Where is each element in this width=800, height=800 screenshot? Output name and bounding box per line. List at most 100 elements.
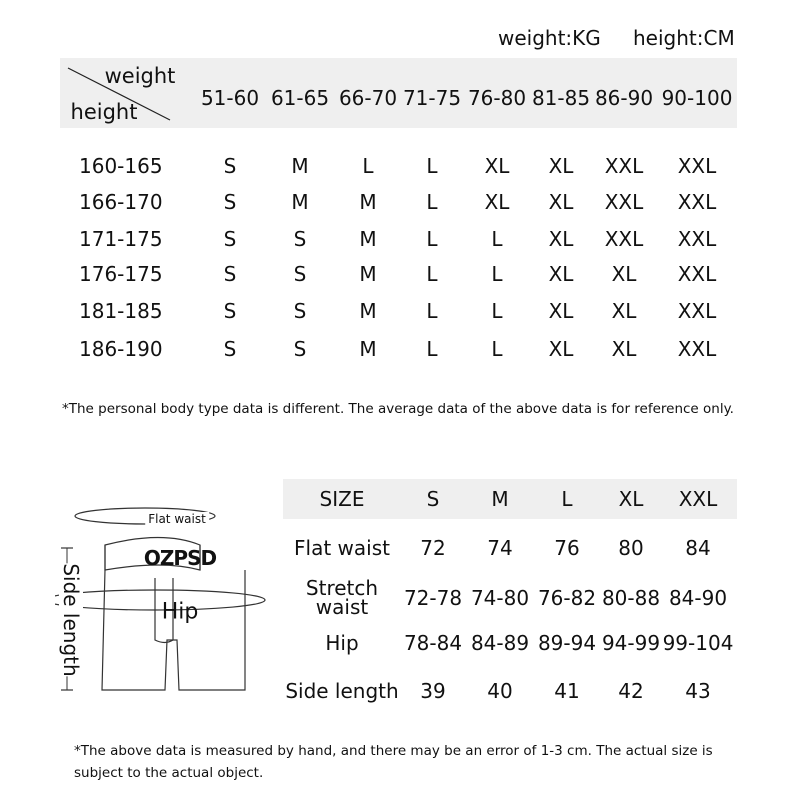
corner-diagonal	[67, 67, 171, 121]
size-cell: M	[359, 299, 377, 323]
measure-cell: 39	[420, 679, 446, 703]
size-cell: XXL	[677, 299, 717, 323]
size-cell: M	[291, 154, 309, 178]
size-cell: M	[359, 262, 377, 286]
size-cell: L	[426, 190, 438, 214]
size-cell: S	[223, 154, 237, 178]
size-cell: L	[491, 262, 503, 286]
size-cell: S	[293, 227, 307, 251]
weight-range-header: 90-100	[661, 86, 733, 110]
measure-cell: 84	[685, 536, 711, 560]
size-cell: S	[223, 190, 237, 214]
height-range: 176-175	[79, 262, 163, 286]
size-cell: XL	[548, 262, 574, 286]
weight-range-header: 51-60	[200, 86, 260, 110]
flat-waist-ring	[74, 507, 216, 525]
measure-cell: 41	[554, 679, 580, 703]
measure-cell: 42	[618, 679, 644, 703]
measure-header-cell: L	[561, 487, 573, 511]
measure-header-cell: XXL	[678, 487, 718, 511]
measure-cell: 74	[487, 536, 513, 560]
size-cell: L	[491, 337, 503, 361]
size-cell: XL	[548, 227, 574, 251]
height-range: 166-170	[79, 190, 163, 214]
size-cell: XL	[611, 299, 637, 323]
measure-cell: 99-104	[662, 631, 734, 655]
size-cell: XL	[548, 299, 574, 323]
size-cell: XL	[611, 262, 637, 286]
weight-range-header: 61-65	[270, 86, 330, 110]
size-cell: XXL	[604, 190, 644, 214]
measure-row-label: Hip	[325, 631, 359, 655]
measure-cell: 84-90	[668, 586, 728, 610]
size-cell: L	[362, 154, 374, 178]
measure-row-label: Side length	[285, 679, 399, 703]
size-cell: XXL	[604, 154, 644, 178]
size-cell: XL	[611, 337, 637, 361]
size-cell: XXL	[677, 227, 717, 251]
brand-logo: OZPSD	[143, 546, 217, 570]
height-range: 160-165	[79, 154, 163, 178]
measure-header-cell: SIZE	[319, 487, 365, 511]
measure-cell: 84-89	[470, 631, 530, 655]
size-cell: XL	[548, 190, 574, 214]
flat-waist-label: Flat waist	[145, 512, 209, 526]
measure-cell: 80-88	[601, 586, 661, 610]
size-cell: S	[293, 337, 307, 361]
reference-note: *The personal body type data is differen…	[62, 401, 734, 417]
measure-cell: 76	[554, 536, 580, 560]
measure-row-label: Stretch waist	[305, 576, 379, 619]
size-cell: L	[491, 227, 503, 251]
measure-header-cell: S	[426, 487, 440, 511]
measure-cell: 72	[420, 536, 446, 560]
size-table-header	[60, 58, 737, 128]
size-cell: XXL	[604, 227, 644, 251]
height-range: 186-190	[79, 337, 163, 361]
side-length-label: Side length	[59, 563, 83, 677]
measure-header-cell: M	[491, 487, 509, 511]
size-cell: L	[426, 154, 438, 178]
size-cell: XXL	[677, 154, 717, 178]
size-cell: XXL	[677, 190, 717, 214]
measure-header-cell: XL	[618, 487, 644, 511]
measure-cell: 43	[685, 679, 711, 703]
size-cell: XXL	[677, 262, 717, 286]
measure-cell: 89-94	[537, 631, 597, 655]
size-cell: S	[293, 262, 307, 286]
measure-cell: 40	[487, 679, 513, 703]
size-cell: S	[223, 299, 237, 323]
height-unit: height:CM	[633, 26, 735, 50]
corner-height: height	[70, 100, 138, 124]
size-cell: XL	[548, 154, 574, 178]
size-cell: M	[359, 337, 377, 361]
size-cell: XXL	[677, 337, 717, 361]
measure-cell: 72-78	[403, 586, 463, 610]
size-cell: XL	[484, 190, 510, 214]
size-cell: S	[223, 227, 237, 251]
size-cell: S	[293, 299, 307, 323]
size-cell: L	[491, 299, 503, 323]
measure-cell: 80	[618, 536, 644, 560]
measure-cell: 74-80	[470, 586, 530, 610]
weight-range-header: 76-80	[467, 86, 527, 110]
size-cell: M	[291, 190, 309, 214]
weight-range-header: 86-90	[594, 86, 654, 110]
measure-table-header	[283, 479, 737, 519]
size-cell: S	[223, 337, 237, 361]
measurement-note: *The above data is measured by hand, and…	[74, 743, 713, 781]
size-cell: L	[426, 262, 438, 286]
measure-row-label: Flat waist	[294, 536, 390, 560]
measure-cell: 94-99	[601, 631, 661, 655]
weight-range-header: 66-70	[338, 86, 398, 110]
size-cell: XL	[548, 337, 574, 361]
size-cell: XL	[484, 154, 510, 178]
size-cell: L	[426, 299, 438, 323]
weight-range-header: 81-85	[531, 86, 591, 110]
height-range: 171-175	[79, 227, 163, 251]
weight-range-header: 71-75	[402, 86, 462, 110]
measure-cell: 76-82	[537, 586, 597, 610]
size-cell: S	[223, 262, 237, 286]
measure-cell: 78-84	[403, 631, 463, 655]
hip-label: Hip	[161, 599, 199, 625]
